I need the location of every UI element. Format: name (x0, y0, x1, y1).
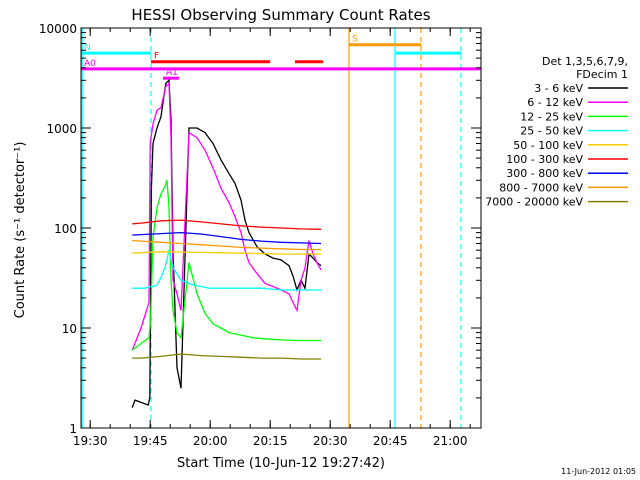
x-tick-label-1: 19:45 (133, 434, 168, 448)
legend-label-7: 800 - 7000 keV (499, 181, 583, 194)
series-line-3 (132, 250, 321, 291)
series-line-2 (131, 180, 321, 351)
series-line-4 (132, 251, 321, 255)
y-axis-label: Count Rate (s⁻¹ detector⁻¹) (13, 142, 28, 319)
date-stamp: 11-Jun-2012 01:05 (561, 467, 636, 476)
legend-label-1: 6 - 12 keV (527, 96, 583, 109)
flag-label-N: N (84, 43, 91, 53)
legend-title-line-1: FDecim 1 (576, 68, 628, 81)
series-line-5 (132, 219, 322, 230)
legend-title-line-0: Det 1,3,5,6,7,9, (542, 55, 628, 68)
x-tick-label-6: 21:00 (433, 434, 468, 448)
y-tick-label-4: 10000 (39, 22, 77, 36)
legend-label-8: 7000 - 20000 keV (485, 196, 583, 209)
x-tick-label-3: 20:15 (253, 434, 288, 448)
series-line-7 (132, 239, 321, 251)
series-line-1 (131, 81, 322, 351)
x-tick-label-0: 19:30 (73, 434, 108, 448)
chart-title: HESSI Observing Summary Count Rates (131, 6, 430, 24)
axes: 19:30 19:45 20:00 20:15 20:30 20:45 21:00 1 10 10… (39, 22, 482, 448)
series-line-8 (132, 353, 321, 360)
flag-label-F: F (154, 52, 159, 62)
legend-label-0: 3 - 6 keV (534, 82, 583, 95)
y-tick-label-3: 1000 (46, 122, 77, 136)
series-line-6 (132, 231, 322, 245)
legend-label-2: 12 - 25 keV (520, 110, 583, 123)
legend-label-3: 25 - 50 keV (520, 125, 583, 138)
legend-label-5: 100 - 300 keV (506, 153, 583, 166)
legend-label-4: 50 - 100 keV (513, 139, 583, 152)
y-tick-label-2: 100 (54, 222, 77, 236)
x-tick-label-5: 20:45 (373, 434, 408, 448)
x-axis-label: Start Time (10-Jun-12 19:27:42) (177, 456, 385, 471)
y-tick-label-1: 10 (62, 322, 77, 336)
y-tick-label-0: 1 (69, 422, 77, 436)
x-tick-label-4: 20:30 (313, 434, 348, 448)
legend-label-6: 300 - 800 keV (506, 167, 583, 180)
flag-label-A1: A1 (166, 68, 178, 78)
series-line-0 (131, 78, 322, 408)
flag-label-A0: A0 (84, 59, 96, 69)
flag-label-S: S (352, 35, 358, 45)
x-tick-label-2: 20:00 (193, 434, 228, 448)
plot-area: N S F A1 A0 (81, 28, 481, 428)
